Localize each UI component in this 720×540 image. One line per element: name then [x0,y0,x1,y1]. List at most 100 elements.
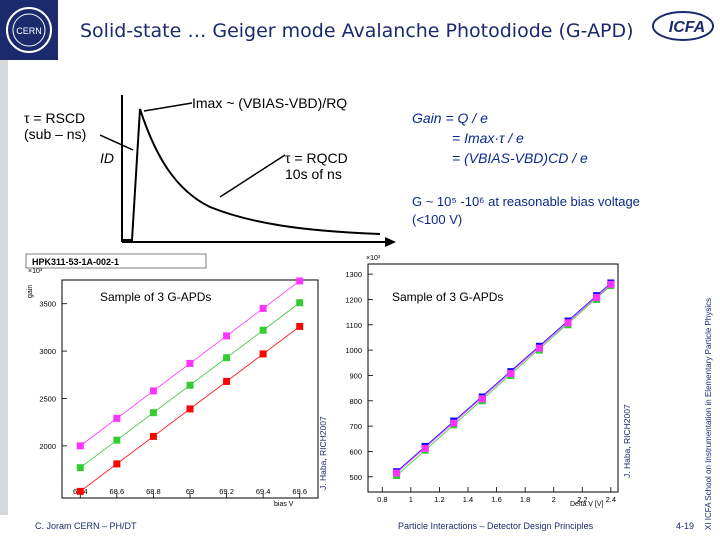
left-chart-x-tick-label: 69.2 [219,487,234,496]
tau-s-formula: τ = RSCD [24,110,86,126]
icfa-logo: ICFA [650,8,718,44]
right-chart-y-unit: ×10³ [366,255,381,262]
right-chart-y-tick-label: 900 [349,371,362,380]
right-chart-x-tick-label: 2.2 [577,495,587,504]
right-chart-series-1-fit [396,282,612,473]
left-chart-series-2-point [296,322,304,330]
left-chart-x-tick-label: 69.6 [292,487,307,496]
right-chart-x-tick-label: 2.4 [606,495,616,504]
right-chart-series-2-point [593,293,601,301]
left-chart-x-tick-label: 69 [186,487,194,496]
right-chart-y-tick-label: 1100 [346,321,362,330]
footer-center: Particle Interactions – Detector Design … [398,521,594,531]
gain-line-3: = (VBIAS-VBD)CD / e [452,150,588,166]
right-chart-plot-area: 0.8 1 1.2 1.4 1.6 1.8 2 2.2 2.4 500 600 700 800 900 10… [345,270,616,504]
left-chart-series-1-point [76,464,84,472]
right-chart-x-tick-label: 0.8 [377,495,387,504]
left-chart-series-2-point [259,350,267,358]
footer-left: C. Joram CERN – PH/DT [35,521,137,531]
right-chart-series-0-fit [396,285,612,476]
gain-line-2: = Imax·τ / e [452,130,524,146]
left-chart-credit: J. Haba, RICH2007 [318,416,328,490]
right-chart-series-2-point [607,280,615,288]
pulse-axis-arrow [385,237,396,247]
left-chart-sample-label: Sample of 3 G-APDs [100,290,212,304]
left-chart-y-tick-label: 2500 [39,394,56,403]
left-chart-y-tick-label: 2000 [39,442,56,451]
right-chart-series-2-point [421,444,429,452]
left-chart-series-0-point [223,332,231,340]
left-chart-series-1-point [223,354,231,362]
left-chart-series-2-point [223,377,231,385]
left-chart-plot-area: 68.468.668.86969.269.469.620002500300035… [39,277,307,498]
left-chart-x-tick-label: 68.6 [110,487,125,496]
left-chart-series-1-point [113,436,121,444]
right-chart-series-2-point [393,469,401,477]
right-chart-series-2-point [507,369,515,377]
right-chart-series-2-point [478,395,486,403]
left-chart-x-tick-label: 69.4 [256,487,271,496]
slide-title: Solid-state … Geiger mode Avalanche Phot… [80,20,634,42]
right-chart-x-tick-label: 1.2 [434,495,444,504]
right-chart-y-tick-label: 800 [349,397,362,406]
right-chart-x-tick-label: 1.6 [491,495,501,504]
tau-s-arrow [100,134,134,151]
side-note: XI ICFA School on Instrumentation in Ele… [704,297,713,530]
tau-q-note: 10s of ns [285,166,342,182]
icfa-logo-text: ICFA [669,19,705,36]
left-chart-frame [61,279,319,499]
right-chart-series-2-point [450,419,458,427]
gain-note-2: (<100 V) [412,212,463,227]
right-chart-series-2-fit [396,283,612,474]
left-chart-series-2-point [76,487,84,495]
right-chart-sample-label: Sample of 3 G-APDs [392,290,504,304]
right-chart-frame [367,263,619,493]
left-chart-x-title: bias V [274,501,294,508]
left-chart-title: HPK311-53-1A-002-1 [32,257,119,267]
cern-logo-graphic: CERN [6,7,52,53]
right-chart-y-tick-label: 1000 [345,346,362,355]
pulse-diagram [100,95,396,247]
tau-q-formula: τ = RQCD [285,150,348,166]
right-chart-y-tick-label: 1200 [345,295,362,304]
cern-logo-text: CERN [16,26,42,36]
right-chart-series-2-point [535,344,543,352]
left-chart-y-tick-label: 3500 [39,300,56,309]
left-chart: 68.468.668.86969.269.469.620002500300035… [25,253,319,508]
right-chart-series-2-point [564,319,572,327]
left-chart-series-2-point [113,460,121,468]
left-chart-series-0-point [186,359,194,367]
left-chart-series-0-point [149,387,157,395]
right-chart-x-tick-label: 1 [409,495,413,504]
right-chart-credit: J. Haba, RICH2007 [622,404,632,478]
left-chart-series-2-point [149,432,157,440]
tau-s-note: (sub – ns) [24,126,87,142]
imax-arrow [143,102,193,112]
right-chart-y-tick-label: 500 [349,473,362,482]
tau-q-arrow [219,154,286,198]
left-chart-series-0-point [76,442,84,450]
gain-line-1: Gain = Q / e [412,110,488,126]
right-chart-x-tick-label: 2 [552,495,556,504]
left-chart-title-box [25,253,207,269]
imax-formula: Imax ~ (VBIAS-VBD)/RQ [192,95,348,111]
right-chart-x-tick-label: 1.4 [463,495,473,504]
footer-right: 4-19 [676,521,695,531]
right-chart: 0.8 1 1.2 1.4 1.6 1.8 2 2.2 2.4 500 600 700 800 900 10… [345,255,619,508]
cern-logo: CERN [0,0,58,60]
right-chart-x-title: Delta V [V] [570,501,604,508]
left-chart-series-1-point [296,299,304,307]
left-chart-series-1-point [186,381,194,389]
pulse-curve [122,108,381,241]
gain-note-1: G ~ 10⁵ -10⁶ at reasonable bias voltage [412,194,640,209]
left-decor-bar [0,60,8,515]
left-chart-series-2-point [186,405,194,413]
left-chart-y-tick-label: 3000 [39,347,56,356]
left-chart-series-0-point [296,277,304,285]
left-chart-series-0-point [259,304,267,312]
right-chart-y-tick-label: 700 [349,422,362,431]
right-chart-y-tick-label: 1300 [345,270,362,279]
left-chart-series-0-point [113,414,121,422]
left-chart-series-1-point [149,409,157,417]
left-chart-y-unit: ×10³ [28,268,43,275]
